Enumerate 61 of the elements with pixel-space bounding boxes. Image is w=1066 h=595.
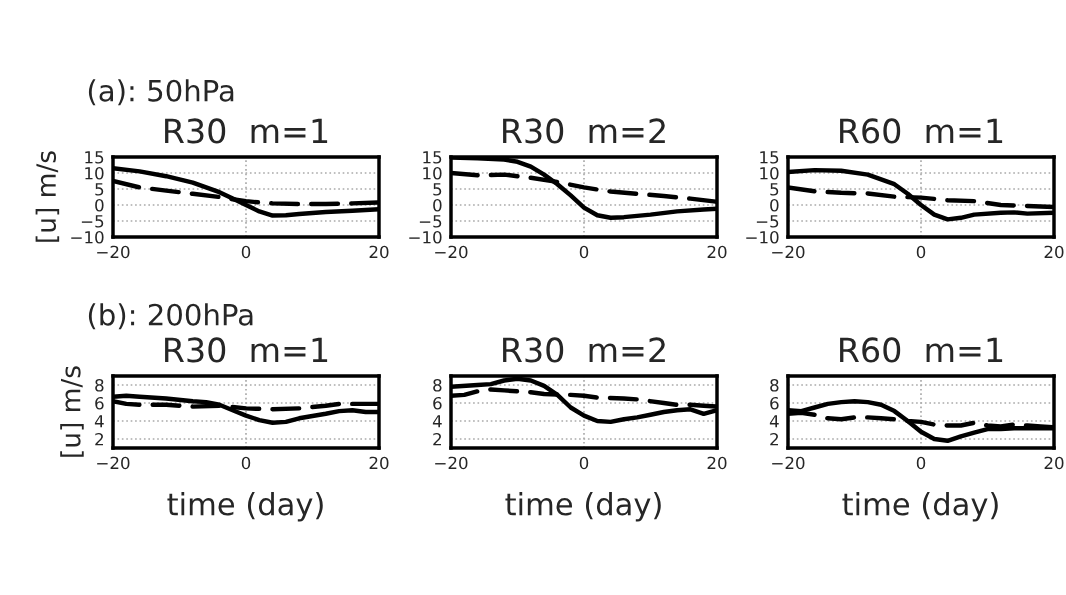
y-tick-label: 5 xyxy=(770,183,779,196)
y-tick-label: 6 xyxy=(95,396,104,410)
x-tick-label: −20 xyxy=(435,456,468,470)
y-tick-label: 5 xyxy=(95,183,104,196)
chart-title: R60 m=1 xyxy=(840,118,1003,144)
chart-title: R30 m=1 xyxy=(165,118,328,144)
y-tick-label: 10 xyxy=(760,166,779,180)
y-tick-label: 4 xyxy=(432,415,442,428)
x-tick-label: −20 xyxy=(97,245,130,259)
y-axis-title: [u] m/s xyxy=(60,366,84,457)
y-axis-title: [u] m/s xyxy=(35,151,60,242)
x-axis-title: time (day) xyxy=(167,491,323,522)
y-tick-label: 15 xyxy=(85,151,104,164)
y-tick-label: −10 xyxy=(746,230,779,244)
x-tick-label: 0 xyxy=(579,245,589,259)
y-tick-label: 10 xyxy=(423,166,442,180)
y-tick-label: 15 xyxy=(423,151,442,164)
x-tick-label: −20 xyxy=(435,245,468,259)
y-tick-label: 8 xyxy=(433,378,442,392)
y-tick-label: 10 xyxy=(85,166,104,180)
y-tick-label: 2 xyxy=(95,432,103,446)
x-axis-title: time (day) xyxy=(505,491,661,522)
y-tick-label: −10 xyxy=(409,230,442,244)
x-tick-label: −20 xyxy=(97,456,130,470)
x-tick-label: −20 xyxy=(772,456,805,470)
x-tick-label: 0 xyxy=(916,456,926,470)
chart-subtitle: (b): 200hPa xyxy=(88,303,253,330)
y-tick-label: 0 xyxy=(95,198,104,212)
x-tick-label: 20 xyxy=(707,245,727,259)
y-tick-label: 6 xyxy=(433,396,442,410)
y-tick-label: 8 xyxy=(95,378,104,392)
y-tick-label: 15 xyxy=(760,151,779,164)
y-tick-label: −5 xyxy=(756,215,779,228)
y-tick-label: 5 xyxy=(433,183,442,196)
chart-subtitle: (a): 50hPa xyxy=(88,79,234,106)
y-tick-label: 0 xyxy=(433,198,442,212)
x-tick-label: 20 xyxy=(369,245,389,259)
chart-title: R30 m=2 xyxy=(503,118,665,144)
y-tick-label: 2 xyxy=(770,432,778,446)
y-tick-label: 2 xyxy=(433,432,441,446)
x-tick-label: 0 xyxy=(916,245,926,259)
y-tick-label: −10 xyxy=(71,230,104,244)
x-tick-label: 20 xyxy=(369,456,389,470)
y-tick-label: 8 xyxy=(770,378,779,392)
chart-title: R60 m=1 xyxy=(840,337,1003,363)
x-tick-label: 20 xyxy=(707,456,727,470)
x-tick-label: 0 xyxy=(241,245,251,259)
x-tick-label: −20 xyxy=(772,245,805,259)
y-tick-label: 0 xyxy=(770,198,779,212)
y-tick-label: −5 xyxy=(419,215,442,228)
x-tick-label: 20 xyxy=(1044,245,1064,259)
x-tick-label: 0 xyxy=(241,456,251,470)
chart-title: R30 m=1 xyxy=(165,337,328,363)
y-tick-label: 6 xyxy=(770,396,779,410)
x-tick-label: 20 xyxy=(1044,456,1064,470)
y-tick-label: 4 xyxy=(769,415,779,428)
y-tick-label: 4 xyxy=(94,415,104,428)
chart-title: R30 m=2 xyxy=(503,337,665,363)
x-axis-title: time (day) xyxy=(842,491,998,522)
x-tick-label: 0 xyxy=(579,456,589,470)
y-tick-label: −5 xyxy=(81,215,104,228)
